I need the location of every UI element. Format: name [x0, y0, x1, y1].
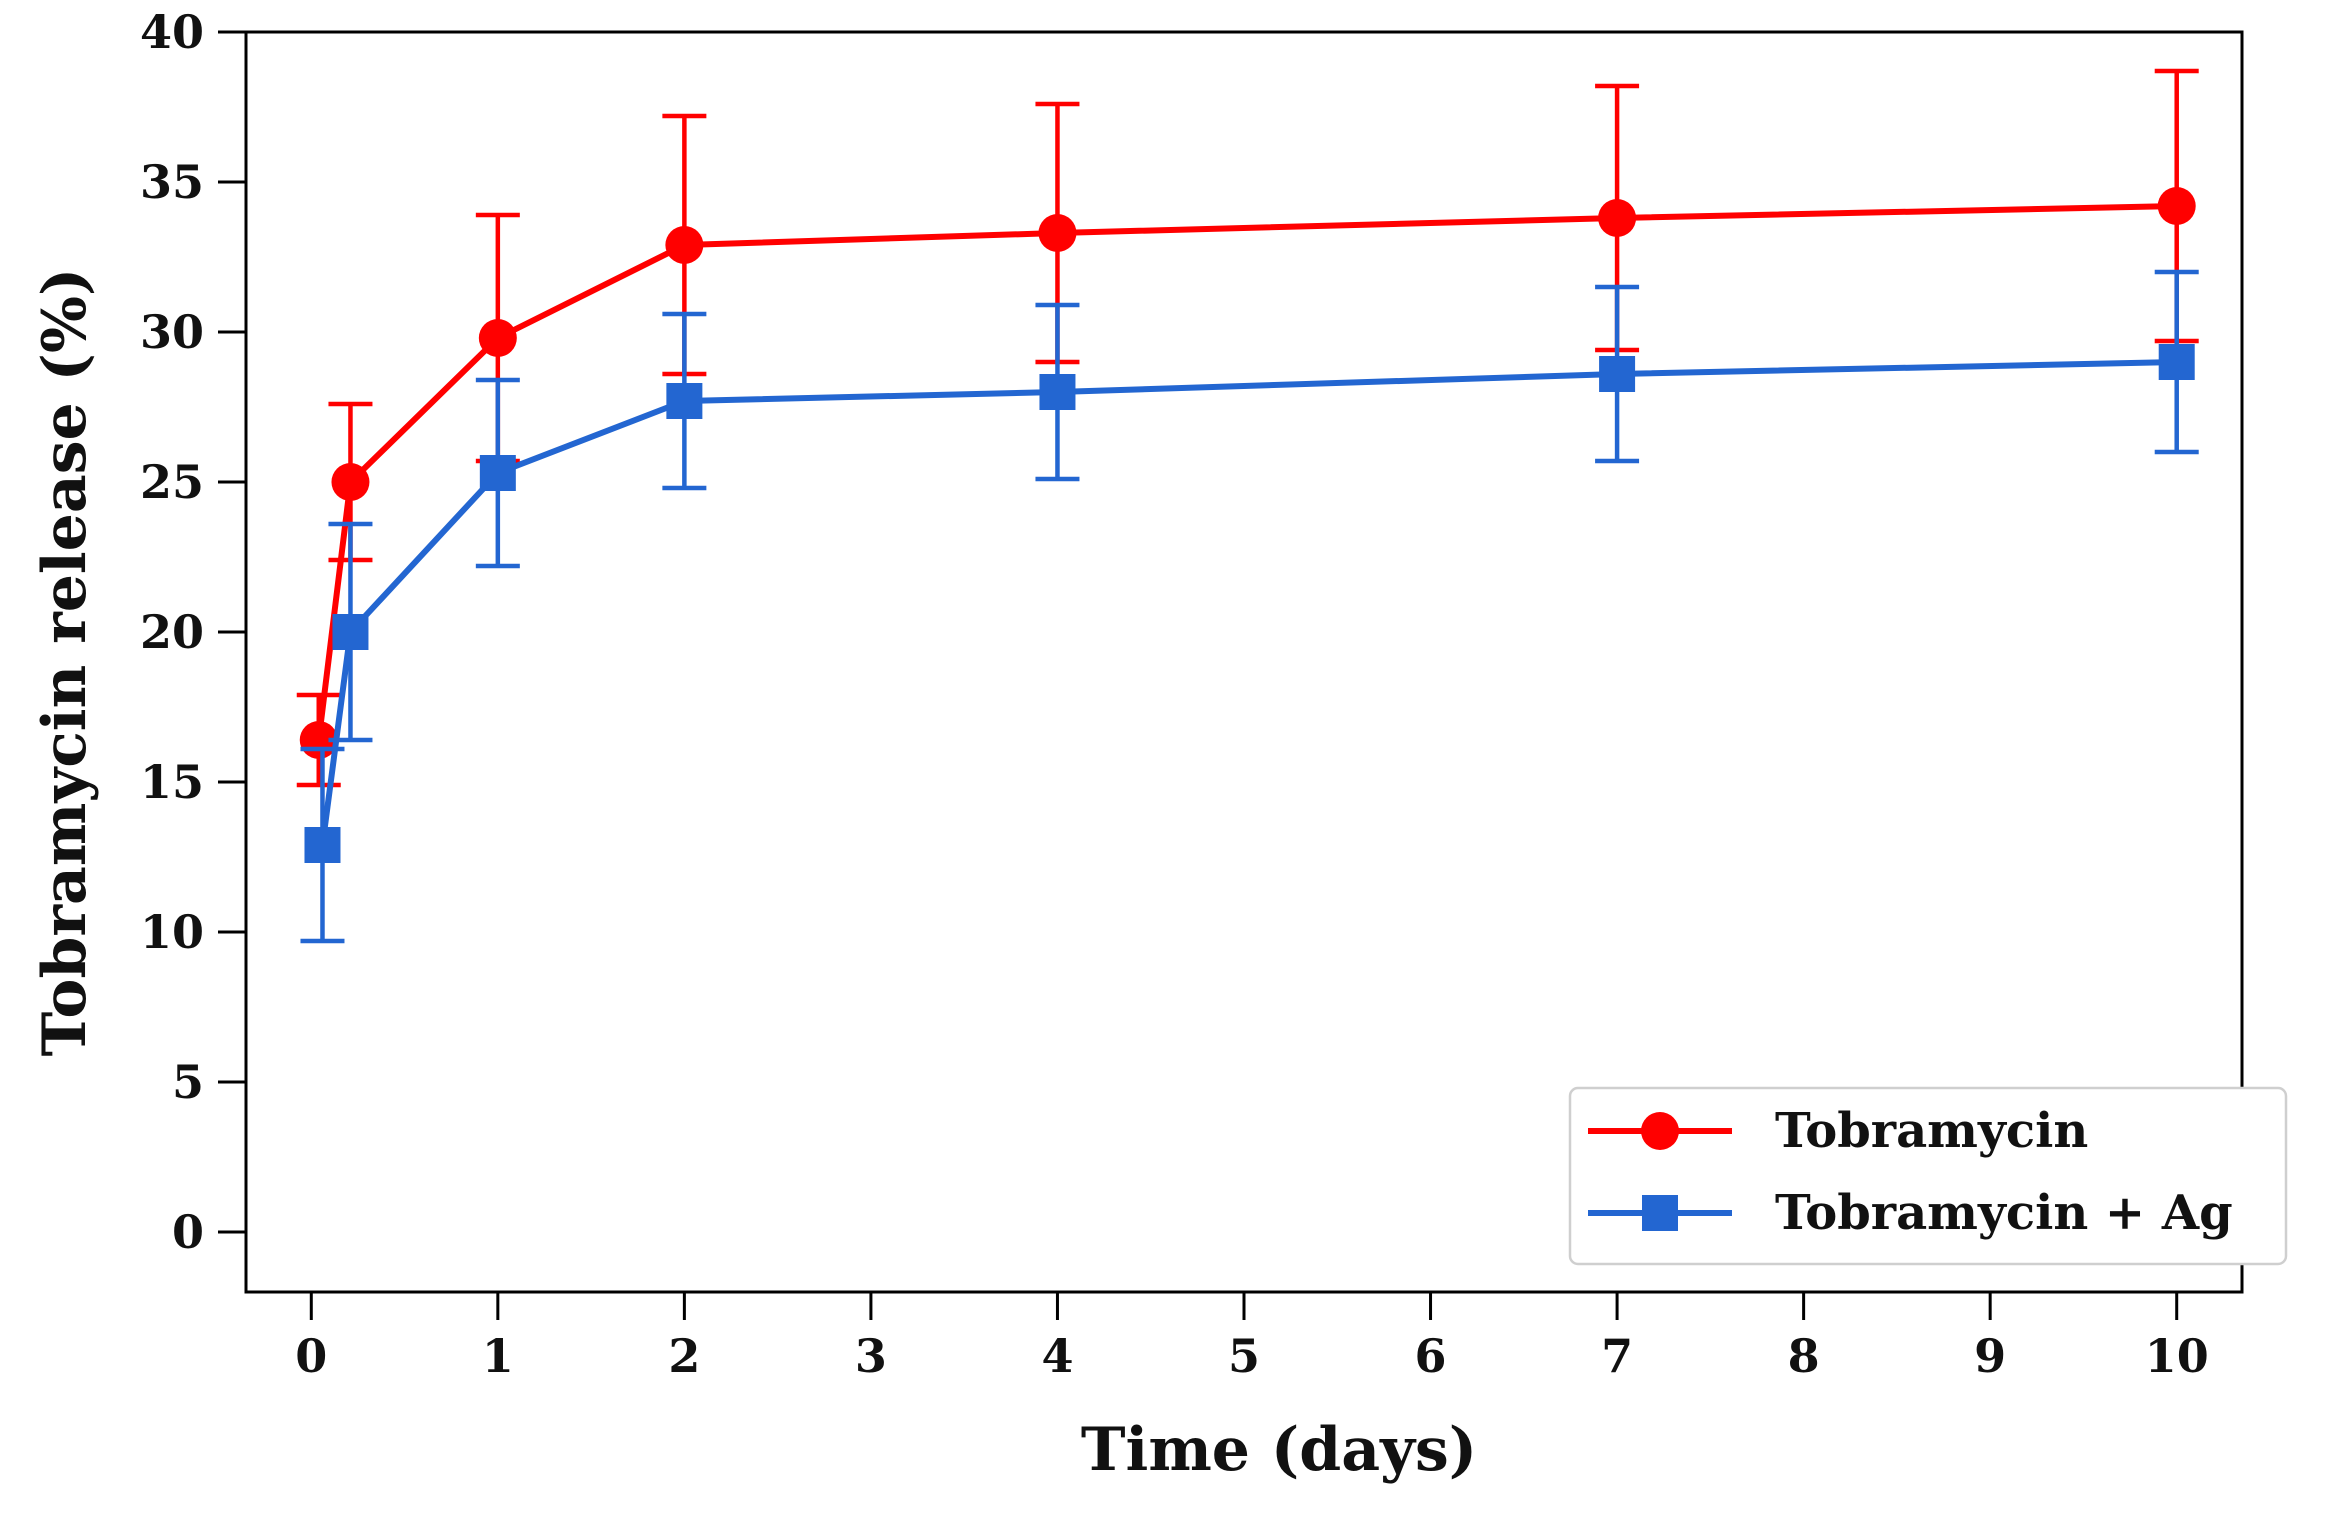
data-point-0-1: [331, 463, 370, 501]
y-axis-title: Tobramycin release (%): [30, 268, 100, 1057]
data-point-0-6: [2157, 187, 2196, 225]
x-tick-label-0: 0: [295, 1329, 327, 1383]
y-tick-label-35: 35: [140, 155, 204, 209]
x-tick-label-10: 10: [2145, 1329, 2209, 1383]
series-layer: [296, 68, 2199, 944]
x-tick-label-7: 7: [1601, 1329, 1633, 1383]
x-tick-label-8: 8: [1788, 1329, 1820, 1383]
series-tobramycin: [296, 68, 2199, 788]
data-point-0-3: [665, 226, 704, 264]
data-point-1-4: [1039, 374, 1076, 410]
x-axis-title: Time (days): [1081, 1415, 1477, 1485]
data-point-1-3: [666, 383, 703, 419]
data-point-1-2: [479, 455, 516, 491]
y-tick-label-30: 30: [140, 305, 204, 359]
legend: Tobramycin Tobramycin + Ag: [1568, 1086, 2288, 1266]
y-tick-label-40: 40: [140, 5, 204, 59]
x-tick-label-9: 9: [1974, 1329, 2006, 1383]
series-line-0: [315, 203, 2177, 741]
legend-box: [1568, 1086, 2288, 1266]
data-point-1-5: [1599, 356, 1636, 392]
series-tobramycin-ag: [300, 269, 2199, 944]
legend-marker-tobramycin-ag: [1642, 1195, 1678, 1231]
y-tick-label-25: 25: [140, 455, 204, 509]
legend-label-tobramycin: Tobramycin: [1775, 1103, 2088, 1159]
x-tick-label-6: 6: [1415, 1329, 1447, 1383]
x-tick-label-1: 1: [482, 1329, 514, 1383]
y-tick-label-10: 10: [140, 905, 204, 959]
y-tick-label-0: 0: [172, 1205, 204, 1259]
x-tick-label-5: 5: [1228, 1329, 1260, 1383]
data-point-1-0: [304, 827, 341, 863]
y-axis: 0 5 10 15 20 25 30 35 40: [140, 5, 246, 1259]
data-point-0-5: [1598, 199, 1637, 237]
legend-label-tobramycin-ag: Tobramycin + Ag: [1775, 1185, 2233, 1241]
data-point-1-6: [2158, 344, 2195, 380]
y-tick-label-15: 15: [140, 755, 204, 809]
y-tick-label-20: 20: [140, 605, 204, 659]
x-axis: 0 1 2 3 4 5 6 7 8 9 10: [295, 1292, 2209, 1383]
y-tick-label-5: 5: [172, 1055, 204, 1109]
series-line-1: [319, 359, 2177, 846]
x-tick-label-3: 3: [855, 1329, 887, 1383]
x-tick-label-2: 2: [668, 1329, 700, 1383]
data-point-0-4: [1038, 214, 1077, 252]
data-point-0-2: [478, 319, 517, 357]
data-point-1-1: [332, 614, 369, 650]
legend-marker-tobramycin: [1641, 1112, 1679, 1150]
x-tick-label-4: 4: [1041, 1329, 1073, 1383]
